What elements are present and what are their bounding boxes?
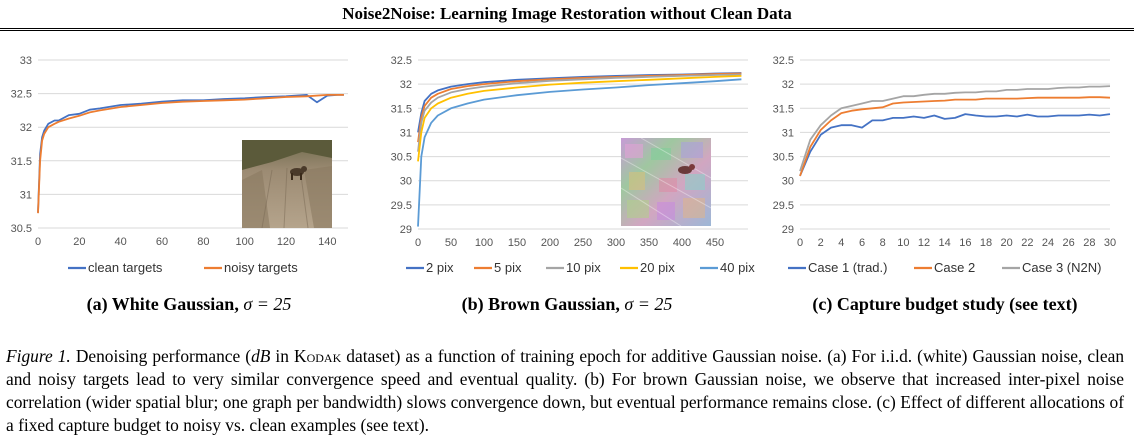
chart-b-legend-label: 5 pix (494, 260, 522, 275)
chart-c-x-tick-label: 14 (939, 237, 951, 249)
subcaption-a: (a) White Gaussian, σ = 25 (0, 294, 378, 315)
chart-b-legend-label: 10 pix (566, 260, 601, 275)
chart-b-legend-label: 20 pix (640, 260, 675, 275)
chart-c-x-tick-label: 18 (980, 237, 992, 249)
chart-c-x-tick-label: 8 (880, 237, 886, 249)
chart-b-x-tick-label: 200 (541, 237, 559, 249)
chart-a-y-tick-label: 31 (20, 189, 32, 201)
chart-c-y-tick-label: 30 (782, 176, 794, 188)
chart-c-x-tick-label: 4 (838, 237, 844, 249)
chart-c-y-tick-label: 31.5 (773, 103, 794, 115)
chart-b-series-line-5 (417, 78, 742, 227)
chart-b-x-tick-label: 0 (415, 237, 421, 249)
chart-a-x-tick-label: 60 (156, 236, 168, 248)
chart-a-y-tick-label: 32 (20, 122, 32, 134)
chart-c-y-tick-label: 31 (782, 127, 794, 139)
chart-c-legend-label: Case 3 (N2N) (1022, 260, 1101, 275)
chart-b-y-tick-label: 29.5 (391, 200, 412, 212)
caption-label: Figure 1. (6, 346, 71, 366)
caption-part3: dataset) as a function of training epoch… (6, 346, 1125, 435)
chart-b-legend-label: 2 pix (426, 260, 454, 275)
chart-b-y-tick-label: 32 (400, 79, 412, 91)
chart-c-y-tick-label: 30.5 (773, 152, 794, 164)
chart-a-x-tick-label: 40 (115, 236, 127, 248)
subcaption-a-sigma: σ = 25 (243, 294, 292, 314)
header-rule-bottom (0, 30, 1134, 31)
chart-b-legend-label: 40 pix (720, 260, 755, 275)
chart-c-y-tick-label: 32.5 (773, 55, 794, 67)
header-rule-top (0, 28, 1134, 29)
chart-c-x-tick-label: 24 (1042, 237, 1054, 249)
chart-a-white-gaussian: 30.5 31 31.5 32 32.5 33 0 20 40 60 80 100 120 140 clea… (11, 55, 348, 275)
chart-a-series-line-1 (37, 94, 344, 213)
chart-b-series-line-2 (417, 72, 742, 143)
chart-c-x-tick-label: 28 (1083, 237, 1095, 249)
caption-part2: in (270, 346, 295, 366)
chart-c-x-tick-label: 6 (859, 237, 865, 249)
chart-b-x-tick-label: 250 (574, 237, 592, 249)
chart-c-legend-label: Case 2 (934, 260, 975, 275)
chart-c-legend-label: Case 1 (trad.) (808, 260, 887, 275)
chart-c-y-tick-label: 29 (782, 224, 794, 236)
chart-b-x-tick-label: 100 (475, 237, 493, 249)
chart-b-series-line-3 (417, 73, 742, 152)
chart-a-y-tick-label: 30.5 (11, 223, 32, 235)
chart-a-y-tick-label: 32.5 (11, 89, 32, 101)
chart-b-x-tick-label: 50 (445, 237, 457, 249)
subcaption-a-text: (a) White Gaussian, (86, 294, 244, 314)
chart-c-series-line-1 (799, 113, 1111, 177)
inset-photo-clean (242, 140, 332, 228)
chart-c-x-tick-label: 12 (918, 237, 930, 249)
chart-b-y-tick-label: 32.5 (391, 55, 412, 67)
subcaption-c: (c) Capture budget study (see text) (812, 294, 1078, 314)
chart-c-x-tick-label: 0 (797, 237, 803, 249)
chart-b-y-tick-label: 30 (400, 176, 412, 188)
chart-b-y-tick-label: 29 (400, 224, 412, 236)
chart-c-x-tick-label: 30 (1104, 237, 1116, 249)
subcaption-b-text: (b) Brown Gaussian, (461, 294, 625, 314)
chart-a-x-tick-label: 20 (73, 236, 85, 248)
subcaption-b-sigma: σ = 25 (624, 294, 673, 314)
chart-b-x-tick-label: 450 (706, 237, 724, 249)
chart-a-x-tick-label: 140 (318, 236, 336, 248)
chart-a-x-tick-label: 0 (35, 236, 41, 248)
chart-b-x-tick-label: 300 (607, 237, 625, 249)
caption-kodak: Kodak (294, 346, 342, 366)
chart-c-x-tick-label: 20 (1001, 237, 1013, 249)
chart-c-series-line-2 (799, 96, 1111, 177)
chart-a-y-tick-label: 31.5 (11, 156, 32, 168)
chart-c-series-line-3 (799, 85, 1111, 172)
paper-header: Noise2Noise: Learning Image Restoration … (342, 4, 792, 23)
chart-b-y-tick-label: 31.5 (391, 103, 412, 115)
chart-b-x-tick-label: 350 (640, 237, 658, 249)
caption-db: dB (251, 346, 271, 366)
chart-a-x-tick-label: 100 (235, 236, 253, 248)
caption-part1: Denoising performance ( (70, 346, 252, 366)
chart-c-x-tick-label: 22 (1021, 237, 1033, 249)
figure-caption: Figure 1. Denoising performance (dB in K… (6, 345, 1124, 437)
chart-b-y-tick-label: 30.5 (391, 152, 412, 164)
chart-b-series-line-4 (417, 75, 742, 162)
subcaption-b: (b) Brown Gaussian, σ = 25 (378, 294, 756, 315)
chart-c-x-tick-label: 16 (959, 237, 971, 249)
chart-b-y-tick-label: 31 (400, 127, 412, 139)
chart-c-x-tick-label: 10 (897, 237, 909, 249)
chart-a-legend-label: noisy targets (224, 260, 298, 275)
chart-c-x-tick-label: 26 (1063, 237, 1075, 249)
chart-a-y-tick-label: 33 (20, 55, 32, 67)
chart-b-x-tick-label: 150 (508, 237, 526, 249)
chart-a-series-line-2 (37, 94, 344, 214)
chart-a-legend-label: clean targets (88, 260, 163, 275)
chart-a-x-tick-label: 80 (197, 236, 209, 248)
chart-c-x-tick-label: 2 (818, 237, 824, 249)
chart-b-x-tick-label: 400 (673, 237, 691, 249)
chart-c-y-tick-label: 29.5 (773, 200, 794, 212)
chart-c-y-tick-label: 32 (782, 79, 794, 91)
inset-photo-noisy (621, 138, 711, 226)
chart-a-x-tick-label: 120 (277, 236, 295, 248)
